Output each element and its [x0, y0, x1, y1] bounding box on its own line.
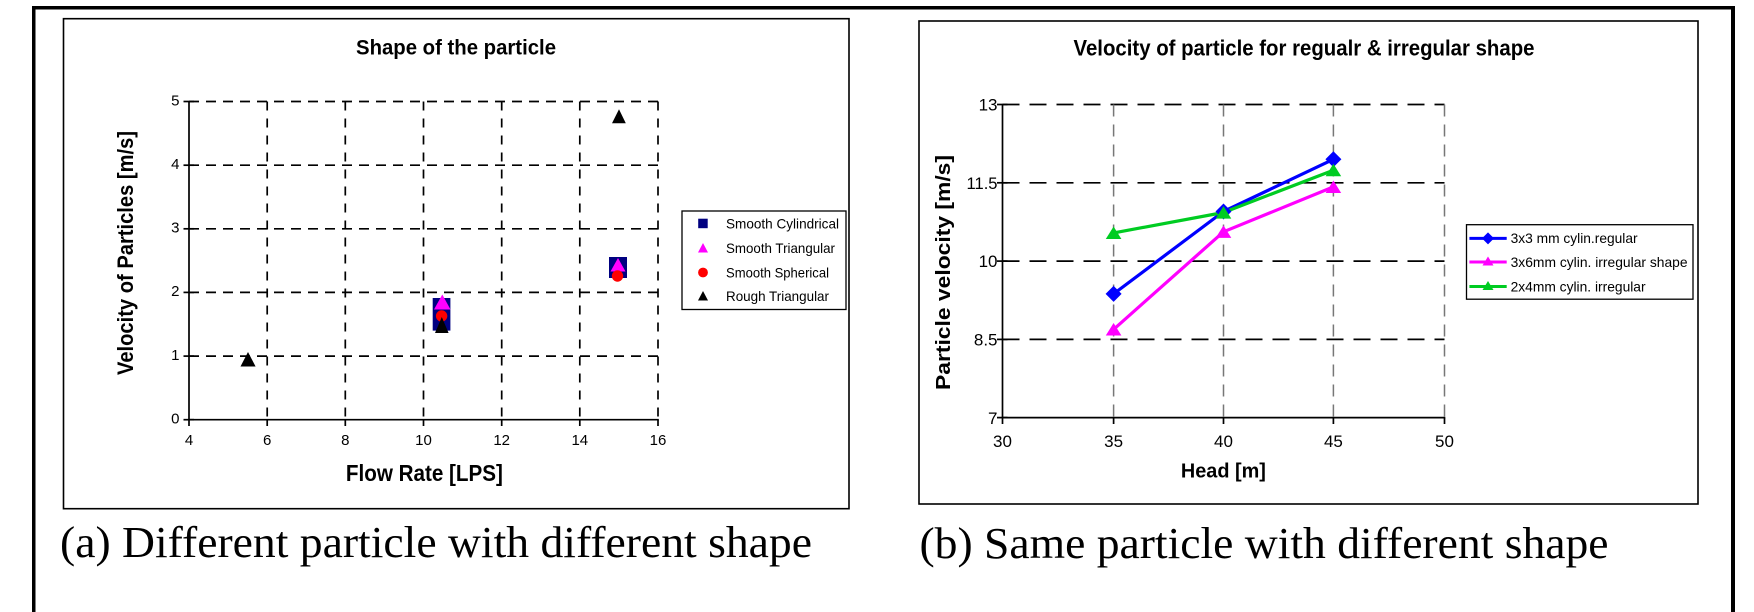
- svg-text:2: 2: [171, 283, 179, 300]
- svg-text:14: 14: [571, 432, 588, 449]
- svg-text:(a) Different particle with di: (a) Different particle with different sh…: [60, 518, 812, 567]
- svg-text:3: 3: [171, 220, 179, 237]
- svg-text:4: 4: [185, 432, 193, 449]
- svg-text:Shape of the particle: Shape of the particle: [356, 37, 556, 60]
- svg-text:10: 10: [979, 252, 998, 271]
- svg-text:35: 35: [1104, 432, 1123, 451]
- svg-text:3x3 mm cylin.regular: 3x3 mm cylin.regular: [1511, 230, 1638, 246]
- svg-text:6: 6: [263, 432, 271, 449]
- svg-text:Particle velocity [m/s]: Particle velocity [m/s]: [933, 155, 955, 390]
- svg-text:Head [m]: Head [m]: [1181, 461, 1266, 483]
- svg-text:Velocity of Particles [m/s]: Velocity of Particles [m/s]: [113, 131, 138, 375]
- svg-text:10: 10: [415, 432, 432, 449]
- svg-text:12: 12: [493, 432, 510, 449]
- svg-text:5: 5: [171, 92, 179, 109]
- svg-text:Smooth Cylindrical: Smooth Cylindrical: [726, 215, 839, 231]
- svg-text:Rough Triangular: Rough Triangular: [726, 288, 829, 304]
- svg-text:7: 7: [988, 409, 997, 428]
- svg-text:Smooth Triangular: Smooth Triangular: [726, 240, 835, 256]
- svg-text:8: 8: [341, 432, 349, 449]
- svg-text:2x4mm cylin. irregular: 2x4mm cylin. irregular: [1511, 278, 1646, 294]
- svg-text:30: 30: [993, 432, 1012, 451]
- svg-text:Flow Rate [LPS]: Flow Rate [LPS]: [346, 460, 503, 486]
- svg-text:0: 0: [171, 411, 179, 428]
- svg-text:(b) Same particle with differe: (b) Same particle with different shape: [920, 519, 1609, 568]
- svg-text:13: 13: [979, 96, 998, 115]
- svg-text:45: 45: [1324, 432, 1343, 451]
- svg-text:16: 16: [650, 432, 667, 449]
- svg-text:3x6mm cylin. irregular shape: 3x6mm cylin. irregular shape: [1511, 254, 1688, 270]
- svg-text:50: 50: [1435, 432, 1454, 451]
- svg-text:4: 4: [171, 156, 179, 173]
- svg-text:40: 40: [1214, 432, 1233, 451]
- svg-text:8.5: 8.5: [974, 331, 998, 350]
- svg-text:Smooth Spherical: Smooth Spherical: [726, 264, 829, 280]
- svg-text:1: 1: [171, 347, 179, 364]
- svg-text:Velocity of particle for regua: Velocity of particle for regualr & irreg…: [1074, 36, 1535, 61]
- svg-text:11.5: 11.5: [967, 174, 998, 193]
